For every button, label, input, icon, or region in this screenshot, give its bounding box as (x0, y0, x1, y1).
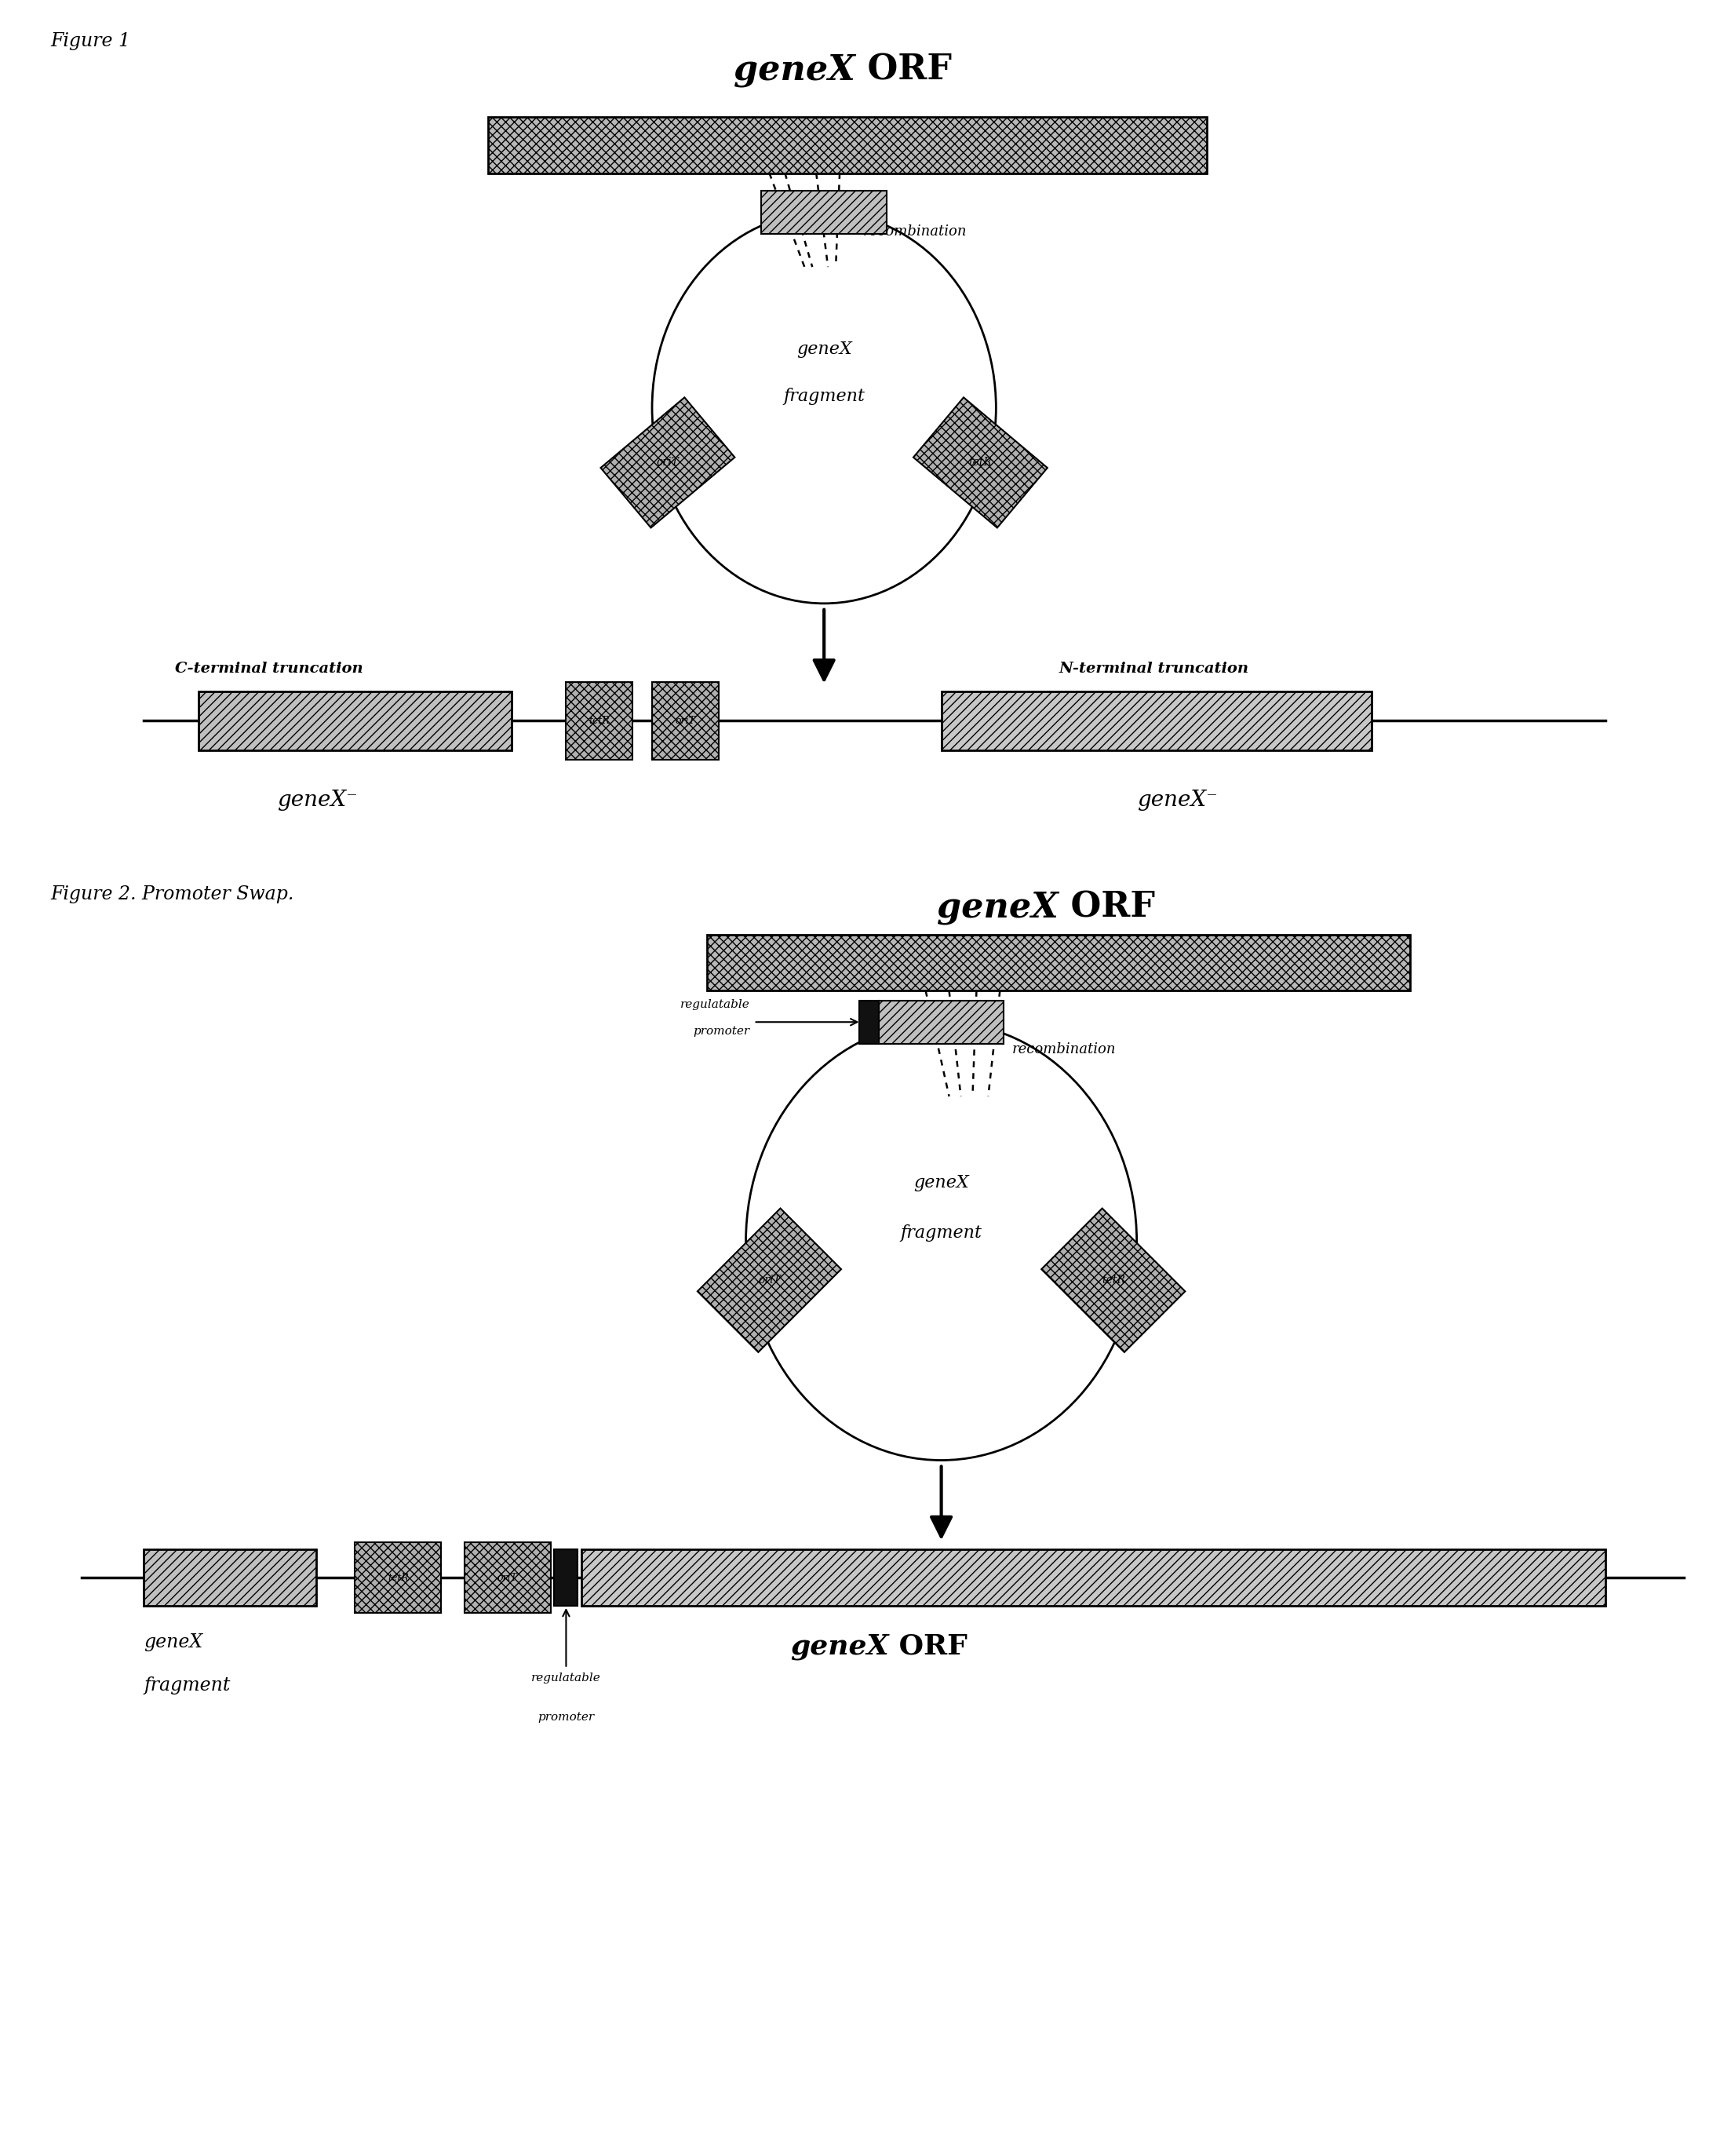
Bar (762, 190, 886, 233)
Ellipse shape (746, 1022, 1137, 1460)
Polygon shape (913, 397, 1047, 528)
Text: ORF: ORF (855, 54, 951, 86)
Bar (554, 1550, 578, 1606)
Text: oriT: oriT (497, 1572, 518, 1583)
Bar (941, 692, 1371, 750)
Bar (144, 1550, 316, 1606)
Text: tetR: tetR (968, 457, 992, 468)
Text: Figure 1: Figure 1 (50, 32, 131, 50)
Bar (354, 1542, 440, 1613)
Text: oriT: oriT (657, 457, 679, 468)
Bar (707, 934, 1410, 992)
Text: geneX: geneX (144, 1632, 203, 1651)
Text: geneX⁻: geneX⁻ (1137, 789, 1218, 811)
Text: geneX⁻: geneX⁻ (277, 789, 358, 811)
Text: tetR: tetR (1101, 1274, 1125, 1285)
Text: tetR: tetR (588, 716, 611, 727)
Bar (581, 1550, 1606, 1606)
Text: regulatable: regulatable (679, 1000, 750, 1011)
Bar (200, 692, 511, 750)
Text: geneX: geneX (791, 1632, 889, 1660)
Polygon shape (698, 1207, 841, 1352)
Text: fragment: fragment (144, 1675, 230, 1695)
Bar (860, 1000, 879, 1044)
Bar (464, 1542, 550, 1613)
Text: ORF: ORF (889, 1632, 967, 1660)
Polygon shape (600, 397, 734, 528)
Text: Figure 2. Promoter Swap.: Figure 2. Promoter Swap. (50, 886, 294, 903)
Text: geneX: geneX (913, 1173, 968, 1190)
Bar (488, 116, 1207, 172)
Bar (566, 681, 633, 759)
Text: tetR: tetR (387, 1572, 409, 1583)
Text: N-terminal truncation: N-terminal truncation (1058, 662, 1249, 675)
Text: regulatable: regulatable (531, 1673, 600, 1684)
Text: geneX: geneX (937, 890, 1058, 925)
Polygon shape (1041, 1207, 1185, 1352)
Text: fragment: fragment (783, 388, 865, 405)
Ellipse shape (652, 211, 996, 604)
Text: promoter: promoter (693, 1026, 750, 1037)
Text: C-terminal truncation: C-terminal truncation (175, 662, 363, 675)
Text: oriT: oriT (759, 1274, 781, 1285)
Text: oriT: oriT (676, 716, 695, 727)
Bar (652, 681, 719, 759)
Text: fragment: fragment (901, 1225, 982, 1242)
Text: geneX: geneX (734, 54, 855, 86)
Text: recombination: recombination (1011, 1041, 1116, 1056)
Bar (879, 1000, 1004, 1044)
Text: promoter: promoter (538, 1712, 595, 1723)
Text: recombination: recombination (863, 224, 967, 239)
Text: ORF: ORF (1058, 890, 1156, 925)
Text: geneX: geneX (796, 341, 851, 358)
